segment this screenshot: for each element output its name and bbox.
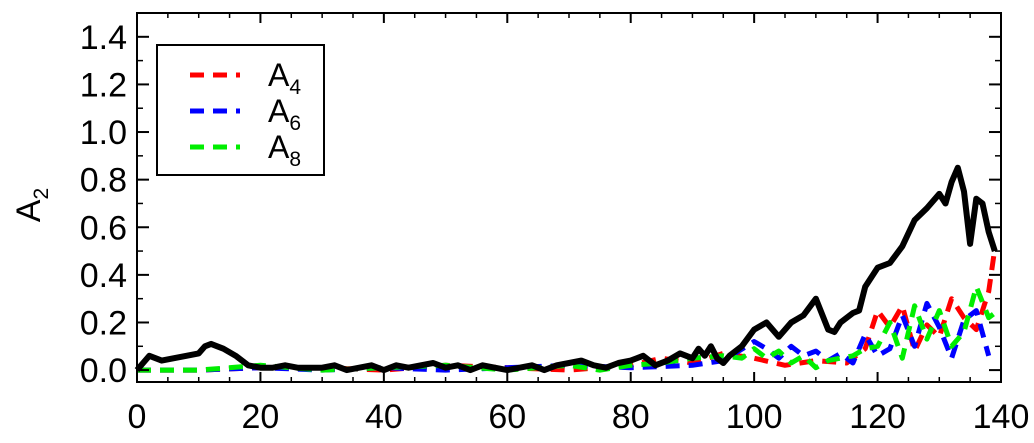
series-line-3 bbox=[137, 284, 997, 373]
x-tick-label: 140 bbox=[973, 398, 1030, 436]
y-axis-label-main: A bbox=[10, 199, 48, 222]
y-axis: 0.0 0.2 0.4 0.6 0.8 1.0 1.2 1.4 bbox=[80, 12, 1001, 390]
y-tick-label: 0.2 bbox=[80, 304, 127, 342]
y-tick-label: 1.4 bbox=[80, 19, 127, 57]
legend-label-1: A4 bbox=[268, 57, 301, 99]
y-axis-label-sub: 2 bbox=[30, 188, 53, 200]
legend-label-2: A6 bbox=[268, 93, 301, 135]
y-tick-label: 0.0 bbox=[80, 352, 127, 390]
x-axis: 0 20 40 60 80 100 120 140 bbox=[128, 13, 1030, 436]
x-tick-label: 60 bbox=[488, 398, 526, 436]
series-line-1 bbox=[137, 248, 998, 373]
x-tick-label: 40 bbox=[365, 398, 403, 436]
x-tick-label: 100 bbox=[726, 398, 783, 436]
series-line-0 bbox=[134, 164, 998, 374]
series-layer bbox=[134, 164, 998, 374]
y-tick-label: 0.8 bbox=[80, 162, 127, 200]
y-axis-label: A2 bbox=[10, 188, 53, 222]
y-tick-label: 1.2 bbox=[80, 66, 127, 104]
x-tick-label: 80 bbox=[612, 398, 650, 436]
y-tick-label: 1.0 bbox=[80, 114, 127, 152]
x-tick-label: 20 bbox=[242, 398, 280, 436]
legend-label-3: A8 bbox=[268, 129, 301, 171]
x-tick-label: 0 bbox=[128, 398, 147, 436]
y-tick-label: 0.4 bbox=[80, 257, 127, 295]
x-tick-label: 120 bbox=[849, 398, 906, 436]
y-tick-label: 0.6 bbox=[80, 209, 127, 247]
legend-box bbox=[156, 44, 325, 176]
series-line-2 bbox=[137, 300, 992, 373]
